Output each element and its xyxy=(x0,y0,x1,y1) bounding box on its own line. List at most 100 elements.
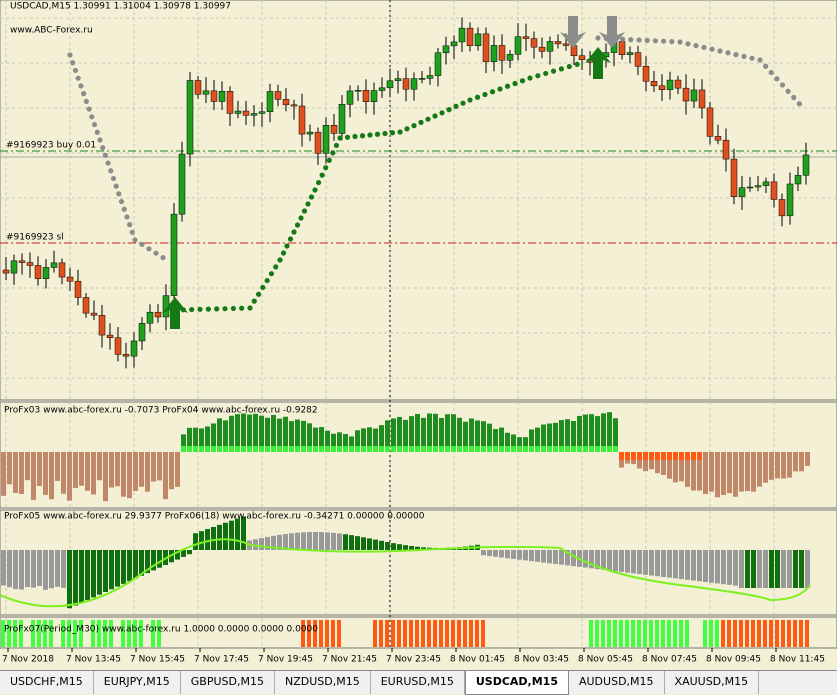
candle-body xyxy=(66,276,74,282)
stop-dot xyxy=(280,250,287,256)
histogram-bar xyxy=(61,452,66,494)
histogram-bar xyxy=(691,452,696,491)
candle-body xyxy=(170,213,178,296)
signal-bar xyxy=(595,620,599,647)
histogram-bar xyxy=(787,550,792,588)
histogram-bar xyxy=(553,550,558,564)
stop-dot xyxy=(497,86,503,92)
histogram-bar xyxy=(745,550,750,588)
histogram-bar xyxy=(505,550,510,559)
histogram-bar xyxy=(217,446,222,452)
chart-tab[interactable]: EURUSD,M15 xyxy=(371,671,465,694)
histogram-bar xyxy=(493,550,498,557)
histogram-bar xyxy=(397,446,402,452)
histogram-bar xyxy=(739,452,744,492)
signal-bar xyxy=(715,620,719,647)
histogram-bar xyxy=(763,550,768,588)
stop-dot xyxy=(425,116,431,122)
stop-dot xyxy=(439,110,445,116)
histogram-bar xyxy=(409,446,414,452)
histogram-bar xyxy=(649,452,654,470)
histogram-bar xyxy=(661,452,666,460)
histogram-bar xyxy=(205,529,210,550)
histogram-bar xyxy=(313,427,318,452)
histogram-bar xyxy=(643,550,648,575)
histogram-bar xyxy=(373,428,378,452)
histogram-bar xyxy=(805,452,810,466)
histogram-bar xyxy=(793,550,798,588)
chart-tab[interactable]: EURJPY,M15 xyxy=(94,671,181,694)
histogram-bar xyxy=(541,446,546,452)
histogram-bar xyxy=(529,550,534,562)
candle-body xyxy=(250,113,258,116)
histogram-bar xyxy=(535,550,540,562)
histogram-bar xyxy=(457,446,462,452)
histogram-bar xyxy=(553,446,558,452)
time-label: 7 Nov 19:45 xyxy=(258,655,313,665)
signal-bar xyxy=(733,620,737,647)
histogram-bar xyxy=(679,550,684,580)
stop-dot xyxy=(222,306,228,312)
stop-dot xyxy=(543,70,549,77)
signal-bar xyxy=(781,620,785,647)
histogram-bar xyxy=(781,452,786,479)
chart-tab[interactable]: USDCHF,M15 xyxy=(0,671,94,694)
candle-body xyxy=(130,340,138,357)
histogram-bar xyxy=(577,446,582,452)
histogram-bar xyxy=(337,446,342,452)
time-label: 8 Nov 03:45 xyxy=(514,655,569,665)
histogram-bar xyxy=(205,426,210,452)
histogram-bar xyxy=(25,550,30,588)
histogram-bar xyxy=(523,550,528,561)
signal-bar xyxy=(589,620,593,647)
histogram-bar xyxy=(13,452,18,494)
stop-dot xyxy=(669,39,675,45)
histogram-bar xyxy=(397,416,402,452)
histogram-bar xyxy=(49,550,54,589)
signal-bar xyxy=(157,620,161,647)
histogram-bar xyxy=(691,452,696,460)
candle-body xyxy=(218,91,226,102)
histogram-bar xyxy=(73,452,78,489)
histogram-bar xyxy=(7,550,12,588)
histogram-bar xyxy=(565,550,570,566)
histogram-bar xyxy=(139,550,144,576)
signal-bar xyxy=(151,620,155,647)
chart-tab[interactable]: GBPUSD,M15 xyxy=(181,671,275,694)
histogram-bar xyxy=(241,446,246,452)
candle-body xyxy=(242,110,250,116)
stop-dot xyxy=(315,179,322,186)
symbol-header: USDCAD,M15 1.30991 1.31004 1.30978 1.309… xyxy=(10,2,231,12)
histogram-bar xyxy=(493,446,498,452)
candle-body xyxy=(426,75,434,79)
chart-tab[interactable]: AUDUSD,M15 xyxy=(569,671,665,694)
candle-body xyxy=(530,38,538,48)
chart-tab[interactable]: XAUUSD,M15 xyxy=(665,671,760,694)
time-label: 7 Nov 21:45 xyxy=(322,655,377,665)
candle-body xyxy=(370,90,378,102)
histogram-bar xyxy=(661,550,666,577)
stop-dot xyxy=(330,150,336,156)
histogram-bar xyxy=(337,533,342,550)
candle-body xyxy=(234,110,242,114)
histogram-bar xyxy=(163,452,168,500)
signal-bar xyxy=(703,620,707,647)
stop-dot xyxy=(277,257,283,263)
histogram-bar xyxy=(295,532,300,550)
chart-tab[interactable]: USDCAD,M15 xyxy=(464,671,569,695)
histogram-bar xyxy=(697,550,702,582)
histogram-bar xyxy=(445,414,450,452)
histogram-bar xyxy=(697,452,702,460)
stop-dot xyxy=(83,98,89,104)
signal-bar xyxy=(409,620,413,647)
histogram-bar xyxy=(667,550,672,578)
candle-body xyxy=(90,312,98,316)
histogram-bar xyxy=(247,414,252,452)
histogram-bar xyxy=(157,452,162,481)
histogram-bar xyxy=(55,452,60,481)
stop-dot xyxy=(230,305,236,312)
histogram-bar xyxy=(283,446,288,452)
stop-dot xyxy=(785,88,791,94)
chart-tab[interactable]: NZDUSD,M15 xyxy=(275,671,371,694)
histogram-bar xyxy=(673,452,678,460)
